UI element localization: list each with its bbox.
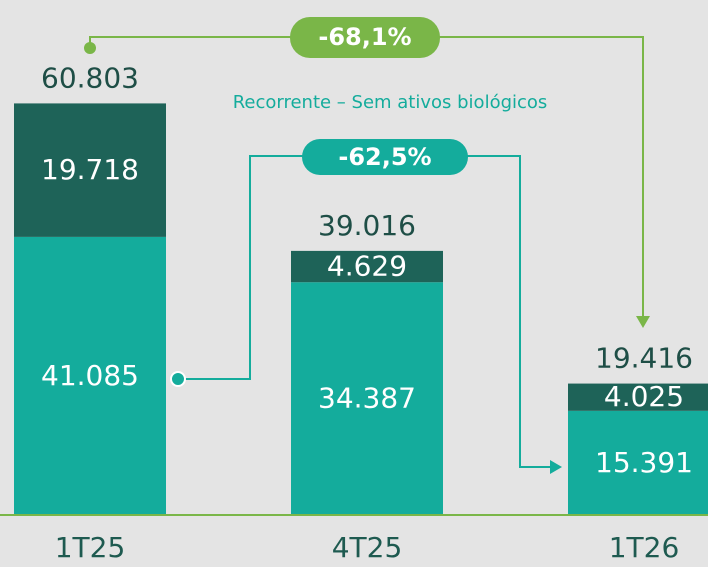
pill (290, 17, 440, 58)
data-label: 4.629 (327, 250, 407, 283)
bar-segment (568, 410, 708, 515)
bar-segment (291, 282, 443, 515)
arrow-dot (170, 371, 186, 387)
data-label: 34.387 (318, 382, 416, 415)
bar-segment (14, 236, 166, 515)
bar-segment (14, 103, 166, 237)
total-label: 39.016 (318, 209, 416, 242)
annotation: -68,1% (318, 23, 411, 51)
series-label: Recorrente – Sem ativos biológicos (233, 92, 548, 113)
bar-segment (568, 383, 708, 411)
total-label: 60.803 (41, 61, 139, 94)
pill (302, 139, 468, 175)
arrow-dot (84, 42, 96, 54)
arrow-head (550, 460, 562, 474)
arrow-head (636, 316, 650, 328)
bar-segment (291, 250, 443, 283)
data-label: 41.085 (41, 359, 139, 392)
total-label: 19.416 (595, 342, 693, 375)
x-tick-label: 1T25 (55, 531, 126, 564)
x-tick-label: 4T25 (332, 531, 403, 564)
data-label: 19.718 (41, 153, 139, 186)
data-label: 15.391 (595, 446, 693, 479)
data-label: 4.025 (604, 380, 684, 413)
annotation: -62,5% (338, 143, 431, 171)
x-tick-label: 1T26 (609, 531, 680, 564)
